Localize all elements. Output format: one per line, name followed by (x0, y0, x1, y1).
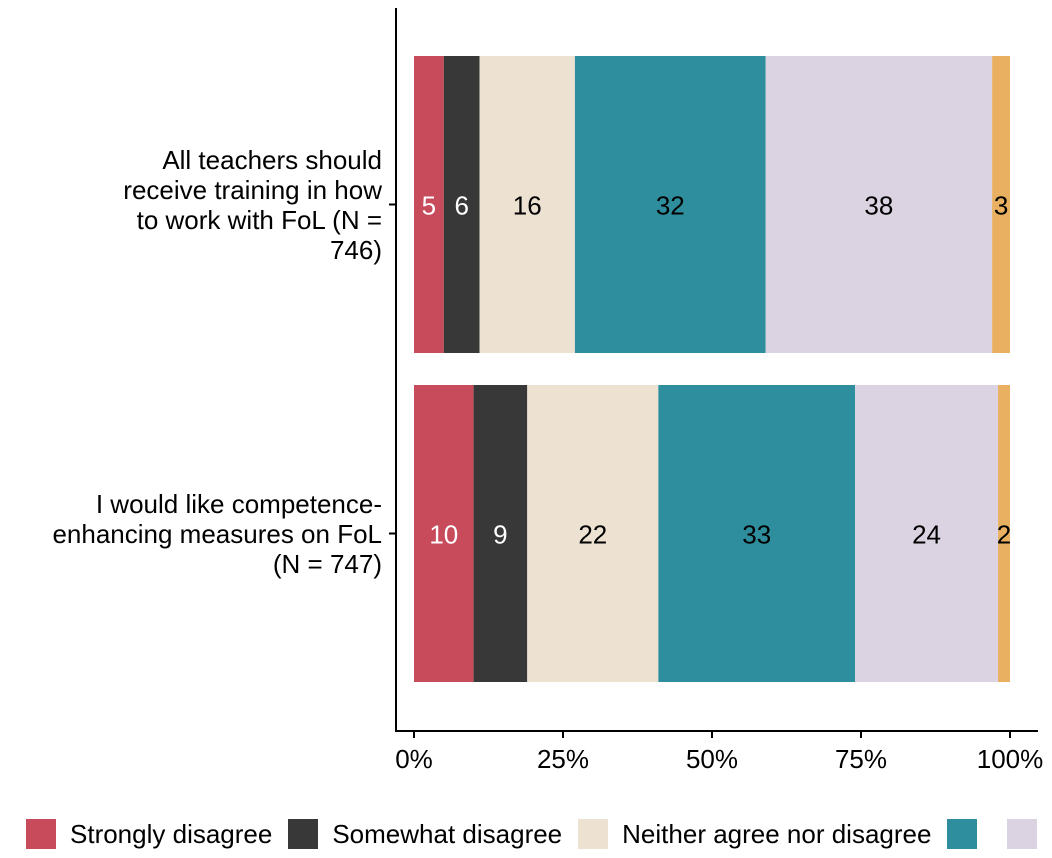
category-label: All teachers should receive training in h… (0, 145, 382, 265)
legend-item: Neither agree nor disagree (578, 818, 931, 850)
stacked-bar-chart: 5 6 16 32 38 3 10 9 22 33 24 2 0% 25% 50% 75% 100% (389, 8, 1043, 774)
bar-segment (473, 385, 528, 682)
axes (395, 8, 1038, 732)
x-ticks: 0% 25% 50% 75% 100% (395, 731, 1043, 774)
legend-label: Somewhat disagree (332, 819, 563, 849)
x-tick-label: 25% (537, 744, 589, 774)
category-label-line: receive training in how (123, 174, 382, 205)
category-label-line: enhancing measures on FoL (52, 518, 382, 549)
data-label: 9 (493, 520, 507, 550)
category-label-line: to work with FoL (N = (136, 204, 382, 235)
data-label: 5 (422, 191, 436, 221)
x-tick-label: 50% (686, 744, 738, 774)
category-label: I would like competence-enhancing measur… (0, 489, 382, 579)
legend-swatch (578, 819, 609, 849)
legend: Strongly disagree Somewhat disagree Neithe… (26, 818, 1052, 858)
legend-swatch (1007, 819, 1038, 849)
legend-item (947, 819, 991, 849)
data-label: 38 (864, 191, 893, 221)
legend-item: Strongly disagree (26, 818, 272, 850)
bar-segment (992, 56, 1010, 353)
bar-segment (855, 385, 999, 682)
bar-segment (658, 385, 856, 682)
legend-swatch (288, 819, 319, 849)
data-label: 32 (656, 191, 685, 221)
legend-label: Strongly disagree (70, 819, 273, 849)
bar-segment (998, 385, 1010, 682)
x-tick-label: 0% (395, 744, 433, 774)
legend-item: Somewhat disagree (288, 818, 562, 850)
legend-label: Neither agree nor disagree (622, 819, 932, 849)
y-ticks (389, 203, 396, 535)
data-label: 33 (742, 520, 771, 550)
bar-segment (443, 56, 480, 353)
data-label: 24 (912, 520, 941, 550)
x-tick-label: 100% (977, 744, 1044, 774)
category-label-line: I would like competence- (95, 488, 382, 519)
data-label: 22 (578, 520, 607, 550)
x-tick-label: 75% (835, 744, 887, 774)
legend-item (1007, 819, 1051, 849)
category-label-line: 746) (329, 234, 382, 265)
legend-swatch (26, 819, 56, 849)
data-label: 3 (994, 191, 1008, 221)
bar-segment (574, 56, 766, 353)
data-label: 2 (997, 520, 1011, 550)
data-label: 6 (454, 191, 468, 221)
bar-segment (414, 385, 474, 682)
category-label-line: All teachers should (162, 144, 382, 175)
bar-segments (414, 56, 1010, 682)
bar-segment (414, 56, 444, 353)
data-label: 16 (513, 191, 542, 221)
category-label-line: (N = 747) (272, 548, 382, 579)
legend-swatch (947, 819, 978, 849)
bar-segment (527, 385, 659, 682)
bar-segment (765, 56, 993, 353)
data-label: 10 (429, 520, 458, 550)
bar-segment (479, 56, 575, 353)
segment-labels: 5 6 16 32 38 3 10 9 22 33 24 2 (422, 191, 1012, 550)
